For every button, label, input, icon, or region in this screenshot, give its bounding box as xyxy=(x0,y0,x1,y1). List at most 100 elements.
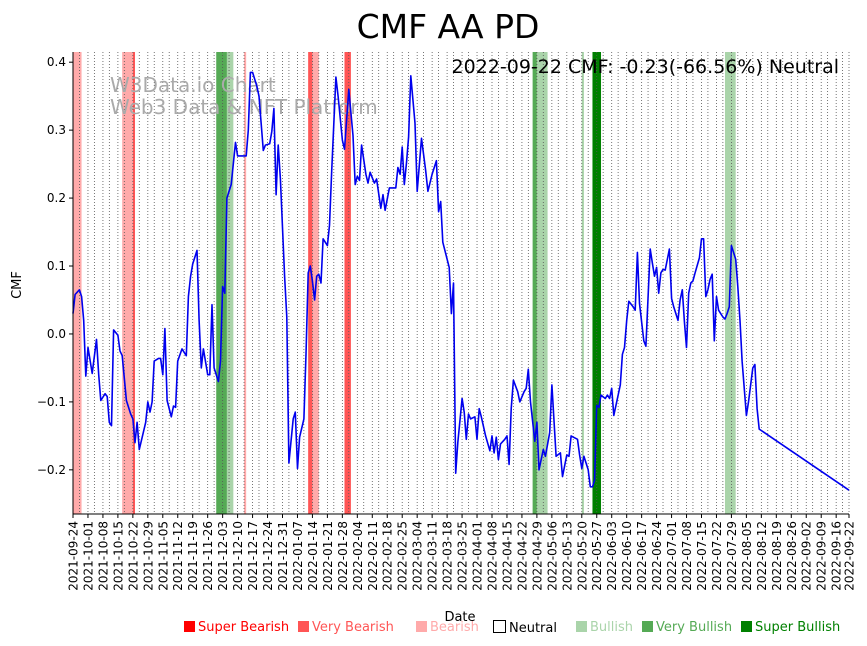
x-tick-label: 2022-03-25 xyxy=(456,521,470,591)
vertical-grid xyxy=(72,52,850,514)
axes xyxy=(72,52,849,515)
x-tick-label: 2021-09-24 xyxy=(67,521,81,591)
x-tick-label: 2021-12-24 xyxy=(261,521,275,591)
x-tick-label: 2022-06-17 xyxy=(635,521,649,591)
x-tick-label: 2022-08-26 xyxy=(785,521,799,591)
x-tick-label: 2021-12-31 xyxy=(276,521,290,591)
x-tick-label: 2021-10-29 xyxy=(141,521,155,591)
x-tick-label: 2022-04-15 xyxy=(501,521,515,591)
x-tick-label: 2021-10-01 xyxy=(82,521,96,591)
x-tick-label: 2022-04-29 xyxy=(530,521,544,591)
x-tick-label: 2022-09-16 xyxy=(830,521,844,591)
x-tick-label: 2021-10-15 xyxy=(111,521,125,591)
x-tick-label: 2021-11-19 xyxy=(186,521,200,591)
y-axis-ticks: −0.2 −0.1 0.0 0.1 0.2 0.3 0.4 xyxy=(37,55,73,477)
y-axis-label: CMF xyxy=(10,271,25,299)
cmf-series-line xyxy=(72,71,850,491)
legend-item-super_bearish: Super Bearish xyxy=(184,620,289,635)
x-tick-label: 2022-08-05 xyxy=(740,521,754,591)
legend-swatch xyxy=(642,621,653,632)
x-tick-label: 2022-01-14 xyxy=(306,521,320,591)
x-axis-ticks: 2021-09-24 2021-10-01 2021-10-08 2021-10-15… xyxy=(67,514,857,591)
legend-item-super_bullish: Super Bullish xyxy=(741,620,840,635)
legend-label: Very Bearish xyxy=(312,620,394,635)
x-tick-label: 2022-05-13 xyxy=(560,521,574,591)
x-tick-label: 2022-03-18 xyxy=(441,521,455,591)
legend-label: Very Bullish xyxy=(656,620,733,635)
y-tick-label: 0.2 xyxy=(47,191,66,205)
legend-item-bearish: Bearish xyxy=(416,620,479,635)
signal-band-bullish xyxy=(536,52,548,514)
legend-label: Bearish xyxy=(430,620,479,635)
x-tick-label: 2022-02-04 xyxy=(351,521,365,591)
x-tick-label: 2022-03-04 xyxy=(411,521,425,591)
x-tick-label: 2022-08-19 xyxy=(770,521,784,591)
x-tick-label: 2022-09-02 xyxy=(800,521,814,591)
x-tick-label: 2021-12-10 xyxy=(231,521,245,591)
x-tick-label: 2022-08-12 xyxy=(755,521,769,591)
y-tick-label: 0.1 xyxy=(47,259,66,273)
watermark-line-2: Web3 Data & NFT Platform xyxy=(110,95,378,119)
y-tick-label: 0.4 xyxy=(47,55,66,69)
x-tick-label: 2022-09-22 xyxy=(843,521,857,591)
legend-label: Super Bearish xyxy=(198,620,290,635)
x-tick-label: 2021-10-08 xyxy=(96,521,110,591)
legend-label: Super Bullish xyxy=(755,620,841,635)
x-tick-label: 2022-02-25 xyxy=(396,521,410,591)
signal-band-bearish xyxy=(122,52,133,514)
signal-band-very_bearish xyxy=(308,52,313,514)
legend-label: Bullish xyxy=(590,620,634,635)
x-axis-label: Date xyxy=(444,610,475,625)
signal-band-bearish xyxy=(73,52,82,514)
x-tick-label: 2022-07-01 xyxy=(665,521,679,591)
x-tick-label: 2022-01-28 xyxy=(336,521,350,591)
signal-band-very_bearish xyxy=(132,52,135,514)
x-tick-label: 2022-05-06 xyxy=(545,521,559,591)
x-tick-label: 2021-10-22 xyxy=(126,521,140,591)
x-tick-label: 2021-12-03 xyxy=(216,521,230,591)
y-tick-label: −0.1 xyxy=(37,395,66,409)
y-tick-label: 0.3 xyxy=(47,123,66,137)
y-tick-label: −0.2 xyxy=(37,463,66,477)
x-tick-label: 2022-06-10 xyxy=(620,521,634,591)
x-tick-label: 2021-11-05 xyxy=(156,521,170,591)
signal-band-very_bullish xyxy=(532,52,537,514)
x-tick-label: 2022-02-11 xyxy=(366,521,380,591)
legend-swatch xyxy=(576,621,587,632)
legend-item-bullish: Bullish xyxy=(576,620,633,635)
y-tick-label: 0.0 xyxy=(47,327,66,341)
x-tick-label: 2022-04-22 xyxy=(515,521,529,591)
x-tick-label: 2022-06-03 xyxy=(605,521,619,591)
x-tick-label: 2022-07-29 xyxy=(725,521,739,591)
x-tick-label: 2021-11-26 xyxy=(201,521,215,591)
legend-label: Neutral xyxy=(509,621,557,636)
x-tick-label: 2022-05-27 xyxy=(590,521,604,591)
signal-band-bullish xyxy=(581,52,584,514)
x-tick-label: 2021-12-17 xyxy=(246,521,260,591)
x-tick-label: 2022-04-01 xyxy=(471,521,485,591)
x-tick-label: 2022-03-11 xyxy=(426,521,440,591)
signal-band-bullish xyxy=(226,52,234,514)
legend-swatch xyxy=(184,621,195,632)
legend-swatch xyxy=(493,620,506,633)
legend-swatch xyxy=(741,621,752,632)
x-tick-label: 2022-01-07 xyxy=(291,521,305,591)
legend-swatch xyxy=(298,621,309,632)
watermark-line-1: W3Data.io Chart xyxy=(110,73,276,97)
legend-item-very_bearish: Very Bearish xyxy=(298,620,394,635)
legend-swatch xyxy=(416,621,427,632)
x-tick-label: 2022-01-21 xyxy=(321,521,335,591)
signal-band-very_bearish xyxy=(344,52,351,514)
x-tick-label: 2022-06-24 xyxy=(650,521,664,591)
chart-title: CMF AA PD xyxy=(357,7,540,46)
latest-value-annotation: 2022-09-22 CMF: -0.23(-66.56%) Neutral xyxy=(452,56,839,78)
x-tick-label: 2021-11-12 xyxy=(171,521,185,591)
signal-band-very_bullish xyxy=(216,52,227,514)
legend-item-neutral: Neutral xyxy=(493,620,557,636)
x-tick-label: 2022-07-15 xyxy=(695,521,709,591)
x-tick-label: 2022-07-08 xyxy=(680,521,694,591)
x-tick-label: 2022-02-18 xyxy=(381,521,395,591)
x-tick-label: 2022-07-22 xyxy=(710,521,724,591)
x-tick-label: 2022-09-09 xyxy=(815,521,829,591)
